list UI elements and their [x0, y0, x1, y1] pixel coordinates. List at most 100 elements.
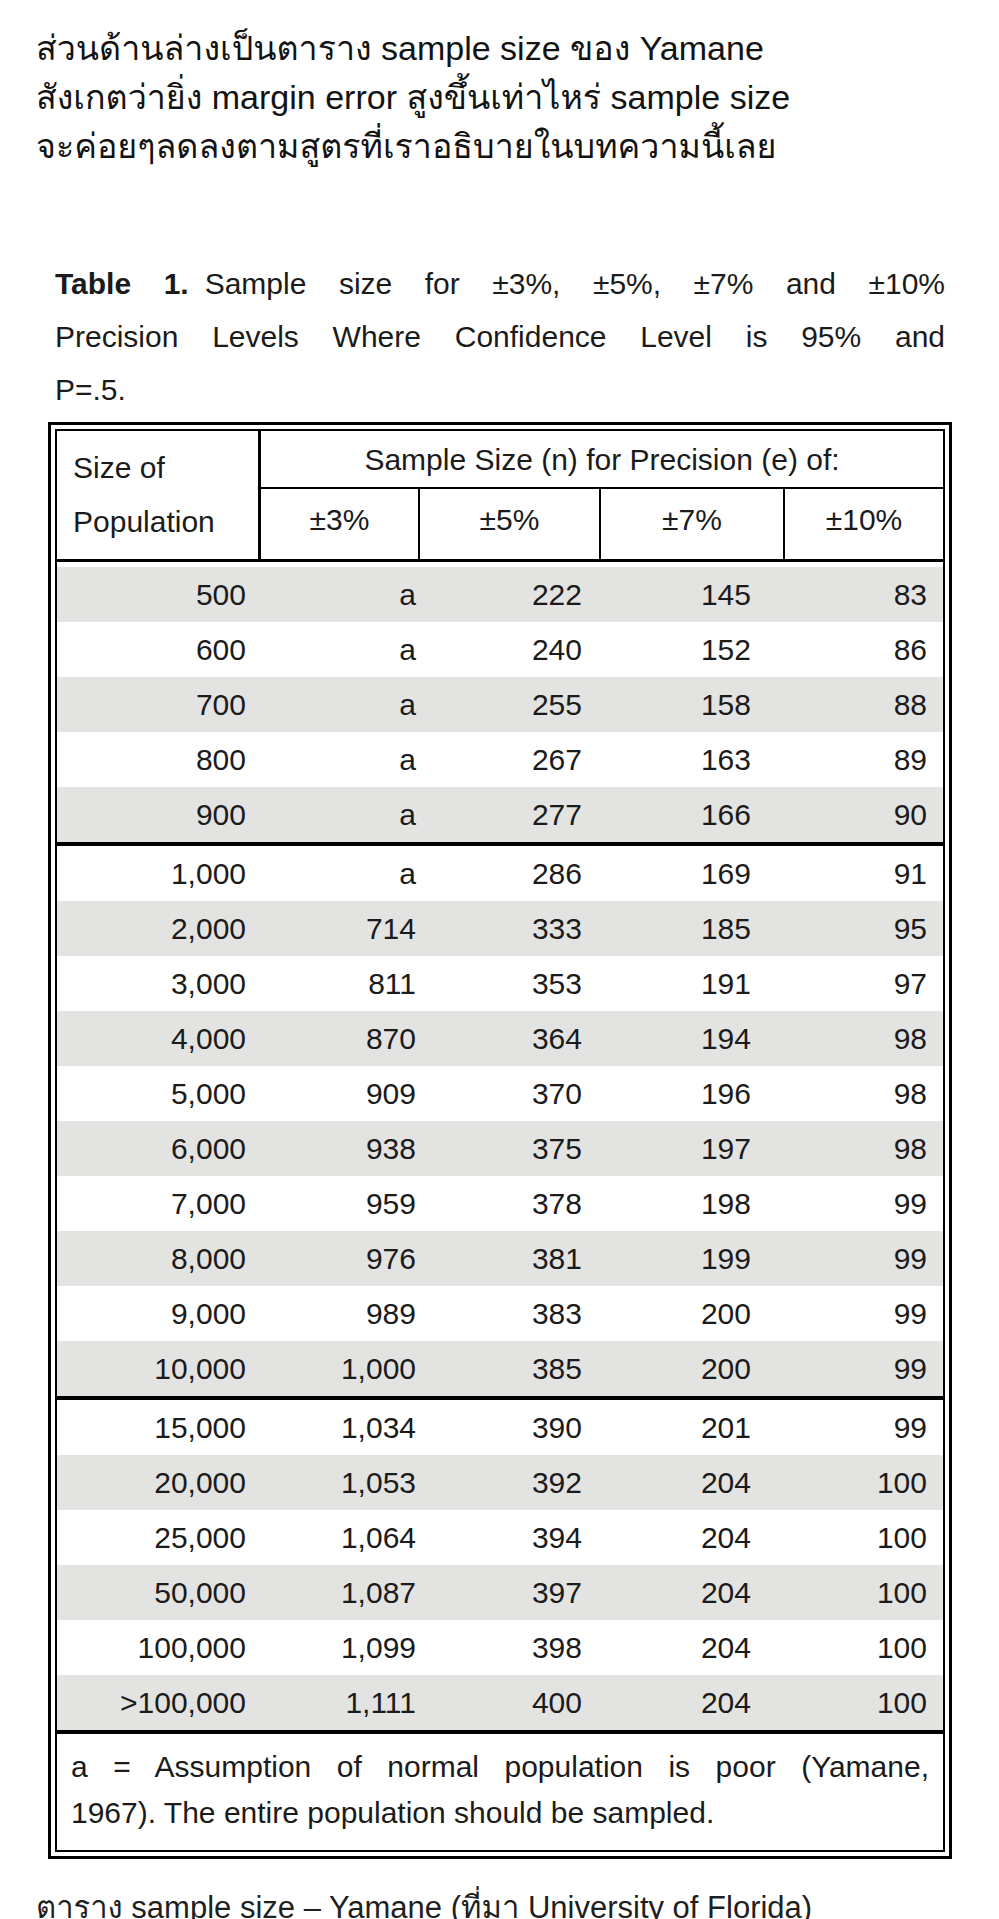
header-right: Sample Size (n) for Precision (e) of: ±3… — [261, 431, 943, 559]
table-cell: a — [270, 743, 426, 777]
table-cell: 98 — [789, 1077, 943, 1111]
table-cell: 1,000 — [270, 1352, 426, 1386]
table-cell: 500 — [57, 578, 270, 612]
table-cell: 97 — [789, 967, 943, 1001]
table-cell: 392 — [426, 1466, 606, 1500]
table-cell: 394 — [426, 1521, 606, 1555]
table-cell: 15,000 — [57, 1411, 270, 1445]
intro-paragraph: ส่วนด้านล่างเป็นตาราง sample size ของ Ya… — [36, 24, 979, 171]
table-cell: 600 — [57, 633, 270, 667]
table-cell: 88 — [789, 688, 943, 722]
table-cell: 989 — [270, 1297, 426, 1331]
table-group: 15,0001,0343902019920,0001,0533922041002… — [57, 1396, 943, 1730]
intro-line: สังเกตว่ายิ่ง margin error สูงขึ้นเท่าไห… — [36, 73, 979, 122]
table-cell: 938 — [270, 1132, 426, 1166]
table-cell: 370 — [426, 1077, 606, 1111]
table-cell: 400 — [426, 1686, 606, 1720]
table-cell: 383 — [426, 1297, 606, 1331]
table-cell: 166 — [606, 798, 789, 832]
sample-size-table-inner: Size of Population Sample Size (n) for P… — [55, 429, 945, 1852]
table-cell: 353 — [426, 967, 606, 1001]
table-cell: 267 — [426, 743, 606, 777]
table-cell: a — [270, 688, 426, 722]
table-cell: 1,034 — [270, 1411, 426, 1445]
table-cell: 163 — [606, 743, 789, 777]
table-cell: 9,000 — [57, 1297, 270, 1331]
table-cell: 6,000 — [57, 1132, 270, 1166]
table-cell: 204 — [606, 1466, 789, 1500]
table-cell: 909 — [270, 1077, 426, 1111]
table-cell: 185 — [606, 912, 789, 946]
caption-line-1: Table 1.Sample size for ±3%, ±5%, ±7% an… — [55, 257, 945, 310]
table-cell: 194 — [606, 1022, 789, 1056]
table-row: 50,0001,087397204100 — [57, 1565, 943, 1620]
population-header-cell: Size of Population — [57, 431, 261, 559]
table-cell: 99 — [789, 1187, 943, 1221]
table-cell: 800 — [57, 743, 270, 777]
table-cell: 3,000 — [57, 967, 270, 1001]
table-cell: 255 — [426, 688, 606, 722]
table-cell: 364 — [426, 1022, 606, 1056]
table-cell: 976 — [270, 1242, 426, 1276]
bottom-caption-suffix: ) — [802, 1890, 812, 1919]
table-cell: 89 — [789, 743, 943, 777]
precision-header-cell: ±10% — [783, 489, 943, 559]
table-row: 25,0001,064394204100 — [57, 1510, 943, 1565]
table-cell: 99 — [789, 1352, 943, 1386]
table-cell: 90 — [789, 798, 943, 832]
table-cell: 2,000 — [57, 912, 270, 946]
table-row: 800a26716389 — [57, 732, 943, 787]
table-cell: 8,000 — [57, 1242, 270, 1276]
table-cell: 83 — [789, 578, 943, 612]
table-row: 500a22214583 — [57, 567, 943, 622]
table-cell: 1,111 — [270, 1686, 426, 1720]
table-cell: 900 — [57, 798, 270, 832]
table-row: 15,0001,03439020199 — [57, 1400, 943, 1455]
table-cell: 191 — [606, 967, 789, 1001]
footnote-line: a = Assumption of normal population is p… — [71, 1744, 929, 1790]
table-cell: 98 — [789, 1132, 943, 1166]
table-cell: 375 — [426, 1132, 606, 1166]
table-cell: a — [270, 633, 426, 667]
table-cell: 145 — [606, 578, 789, 612]
table-footnote: a = Assumption of normal population is p… — [57, 1730, 943, 1850]
population-header-line-1: Size of — [73, 441, 258, 495]
bottom-caption: ตาราง sample size – Yamane (ที่มา Univer… — [36, 1885, 979, 1919]
table-cell: 204 — [606, 1631, 789, 1665]
table-cell: 99 — [789, 1411, 943, 1445]
table-cell: 204 — [606, 1576, 789, 1610]
table-cell: 378 — [426, 1187, 606, 1221]
table-cell: 20,000 — [57, 1466, 270, 1500]
caption-line-2: Precision Levels Where Confidence Level … — [55, 310, 945, 363]
table-cell: 98 — [789, 1022, 943, 1056]
population-header-line-2: Population — [73, 495, 258, 549]
table-cell: 1,099 — [270, 1631, 426, 1665]
table-cell: 390 — [426, 1411, 606, 1445]
table-cell: 286 — [426, 857, 606, 891]
table-cell: 1,000 — [57, 857, 270, 891]
table-cell: 397 — [426, 1576, 606, 1610]
table-cell: 277 — [426, 798, 606, 832]
precision-header-cell: ±3% — [261, 489, 418, 559]
table-cell: 204 — [606, 1521, 789, 1555]
table-cell: 199 — [606, 1242, 789, 1276]
table-cell: 86 — [789, 633, 943, 667]
table-cell: >100,000 — [57, 1686, 270, 1720]
table-cell: 714 — [270, 912, 426, 946]
table-row: 100,0001,099398204100 — [57, 1620, 943, 1675]
table-cell: a — [270, 578, 426, 612]
table-cell: 1,053 — [270, 1466, 426, 1500]
table-group: 1,000a286169912,000714333185953,00081135… — [57, 842, 943, 1396]
table-cell: 240 — [426, 633, 606, 667]
intro-line: ส่วนด้านล่างเป็นตาราง sample size ของ Ya… — [36, 24, 979, 73]
university-of-florida-link[interactable]: University of Florida — [528, 1890, 802, 1919]
caption-line-3: P=.5. — [55, 363, 945, 416]
table-cell: 91 — [789, 857, 943, 891]
table-row: 7,00095937819899 — [57, 1176, 943, 1231]
table-row: 2,00071433318595 — [57, 901, 943, 956]
precision-header-cell: ±5% — [418, 489, 599, 559]
table-cell: 152 — [606, 633, 789, 667]
table-cell: 333 — [426, 912, 606, 946]
table-body: 500a22214583600a24015286700a25515888800a… — [57, 562, 943, 1730]
sample-size-table: Size of Population Sample Size (n) for P… — [48, 422, 952, 1859]
